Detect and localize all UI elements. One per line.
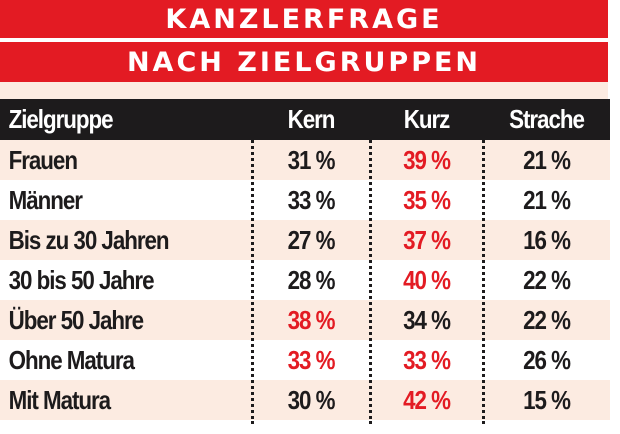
kern-value: 30 % — [287, 384, 336, 415]
kern-value: 33 % — [287, 184, 336, 215]
title-line1: KANZLERFRAGE — [165, 3, 443, 35]
title-banner-line2: NACH ZIELGRUPPEN — [0, 42, 608, 82]
kurz-value: 42 % — [403, 384, 451, 415]
strache-value: 22 % — [523, 264, 571, 295]
kurz-value: 34 % — [403, 304, 451, 335]
strache-value: 15 % — [523, 384, 571, 415]
group-label: Ohne Matura — [8, 344, 135, 375]
strache-value: 22 % — [523, 304, 571, 335]
group-label: Mit Matura — [8, 384, 112, 415]
title-banner-line1: KANZLERFRAGE — [0, 0, 608, 38]
table-row: Bis zu 30 Jahren 27 % 37 % 16 % — [0, 220, 610, 260]
strache-value: 21 % — [523, 184, 571, 215]
kern-value: 38 % — [287, 304, 336, 335]
kurz-value: 33 % — [403, 344, 451, 375]
header-kurz: Kurz — [403, 104, 451, 134]
table-header-row: Zielgruppe Kern Kurz Strache — [0, 99, 610, 140]
column-divider-dotted — [482, 99, 485, 424]
group-label: Frauen — [8, 144, 78, 175]
column-divider-dotted — [251, 99, 254, 424]
header-zielgruppe: Zielgruppe — [8, 104, 114, 134]
table-row: Ohne Matura 33 % 33 % 26 % — [0, 340, 610, 380]
group-label: Männer — [8, 184, 83, 215]
group-label: 30 bis 50 Jahre — [8, 264, 155, 295]
kurz-value: 37 % — [403, 224, 451, 255]
group-label: Über 50 Jahre — [8, 304, 145, 335]
kern-value: 31 % — [287, 144, 336, 175]
table-row: 30 bis 50 Jahre 28 % 40 % 22 % — [0, 260, 610, 300]
results-table: Zielgruppe Kern Kurz Strache Frauen 31 %… — [0, 99, 610, 420]
kurz-value: 39 % — [403, 144, 451, 175]
kurz-value: 35 % — [403, 184, 451, 215]
header-strache: Strache — [509, 104, 585, 134]
table-row: Mit Matura 30 % 42 % 15 % — [0, 380, 610, 420]
strache-value: 16 % — [523, 224, 571, 255]
kern-value: 28 % — [287, 264, 336, 295]
header-kern: Kern — [287, 104, 336, 134]
title-line2: NACH ZIELGRUPPEN — [126, 46, 482, 78]
group-label: Bis zu 30 Jahren — [8, 224, 170, 255]
kern-value: 33 % — [287, 344, 336, 375]
kurz-value: 40 % — [403, 264, 451, 295]
kern-value: 27 % — [287, 224, 336, 255]
spacer-strip — [0, 82, 608, 99]
table-row: Frauen 31 % 39 % 21 % — [0, 140, 610, 180]
strache-value: 21 % — [523, 144, 571, 175]
column-divider-dotted — [369, 99, 372, 424]
table-row: Über 50 Jahre 38 % 34 % 22 % — [0, 300, 610, 340]
strache-value: 26 % — [523, 344, 571, 375]
table-row: Männer 33 % 35 % 21 % — [0, 180, 610, 220]
